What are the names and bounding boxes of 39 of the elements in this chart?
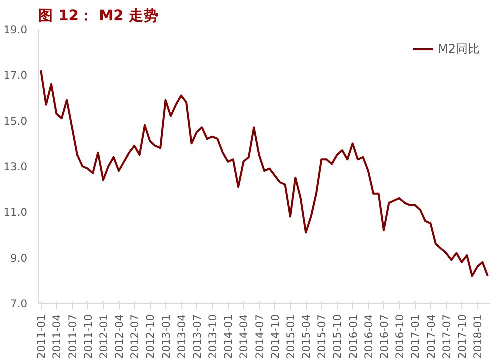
x-tick-label: 2017-10 xyxy=(456,314,469,360)
x-tick-label: 2011-01 xyxy=(35,314,48,360)
x-tick-label: 2014-10 xyxy=(268,314,282,360)
x-tick-label: 2011-07 xyxy=(66,314,80,360)
x-tick-label: 2014-07 xyxy=(253,314,266,360)
y-tick-label: 7.0 xyxy=(10,298,28,310)
y-tick-label: 17.0 xyxy=(4,69,28,82)
y-tick-label: 13.0 xyxy=(4,160,28,174)
y-tick-label: 9.0 xyxy=(10,252,28,265)
x-tick-label: 2013-10 xyxy=(206,314,220,360)
x-tick-label: 2011-10 xyxy=(82,314,95,360)
x-tick-label: 2015-04 xyxy=(300,314,314,360)
x-tick-label: 2012-07 xyxy=(128,314,142,360)
x-tick-label: 2015-10 xyxy=(331,314,344,360)
x-tick-label: 2016-10 xyxy=(394,314,407,360)
x-tick-label: 2011-04 xyxy=(50,314,64,360)
legend-label: M2同比 xyxy=(438,40,480,58)
x-tick-label: 2013-01 xyxy=(160,314,173,360)
x-tick-label: 2012-10 xyxy=(144,314,158,360)
x-tick-label: 2017-01 xyxy=(409,314,422,360)
chart-title: 图 12： M2 走势 xyxy=(38,8,159,24)
line-series xyxy=(40,70,489,278)
x-tick-label: 2018-01 xyxy=(472,314,485,360)
y-tick-label: 19.0 xyxy=(4,24,28,36)
x-tick-label: 2016-01 xyxy=(346,314,360,360)
x-tick-label: 2015-07 xyxy=(316,314,329,360)
x-tick-label: 2013-04 xyxy=(175,314,188,360)
x-tick-label: 2012-01 xyxy=(97,314,110,360)
x-tick-label: 2016-07 xyxy=(378,314,391,360)
x-tick-label: 2017-07 xyxy=(440,314,454,360)
x-tick-label: 2017-04 xyxy=(424,314,438,360)
x-tick-label: 2013-07 xyxy=(190,314,204,360)
y-tick-label: 15.0 xyxy=(4,114,28,128)
y-tick-label: 11.0 xyxy=(4,206,28,220)
x-tick-label: 2015-01 xyxy=(284,314,298,360)
x-tick-label: 2012-04 xyxy=(113,314,126,360)
x-tick-label: 2014-01 xyxy=(222,314,236,360)
x-tick-label: 2016-04 xyxy=(362,314,376,360)
x-tick-label: 2014-04 xyxy=(238,314,251,360)
